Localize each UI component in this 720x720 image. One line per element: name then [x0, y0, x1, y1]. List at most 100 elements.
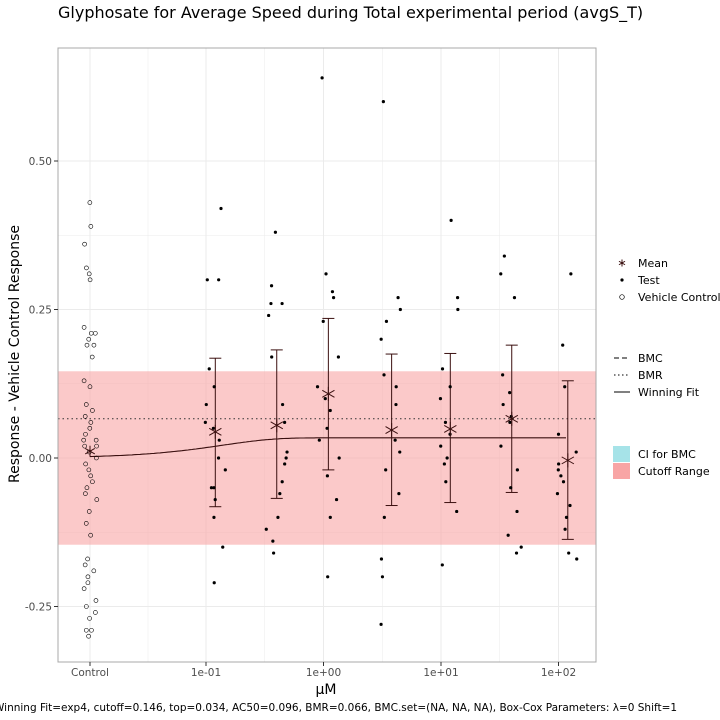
x-axis-title: µM [316, 682, 337, 698]
panel-background [58, 48, 596, 662]
test-point [328, 515, 332, 520]
mean-marker [322, 386, 335, 401]
test-point [320, 76, 324, 80]
test-point [396, 296, 400, 300]
test-point [561, 480, 566, 484]
test-point [323, 397, 327, 401]
test-point [515, 509, 519, 514]
test-point [270, 355, 274, 359]
vehicle-control-point [83, 491, 88, 496]
test-point [213, 497, 217, 502]
test-point [217, 278, 221, 282]
mean-marker [208, 424, 222, 439]
test-point [217, 438, 221, 442]
vehicle-control-point [87, 200, 93, 205]
vehicle-control-point [91, 568, 97, 574]
test-point [284, 456, 288, 460]
test-point [273, 230, 278, 234]
test-point [508, 391, 512, 395]
test-point [317, 438, 321, 442]
x-tick-label: Control [71, 667, 109, 679]
vehicle-control-point [83, 521, 89, 526]
test-point [439, 444, 443, 448]
test-point [444, 480, 448, 484]
vehicle-control-point [81, 586, 87, 591]
legend: Mean Test Vehicle Control BMC BMR Winning Fit… [613, 257, 720, 479]
vehicle-control-point [82, 443, 87, 449]
test-point [379, 622, 383, 626]
test-point [568, 503, 572, 508]
test-point [276, 515, 280, 520]
legend-label: CI for BMC [638, 448, 696, 461]
test-point [315, 385, 320, 389]
test-point [267, 313, 271, 318]
vehicle-control-point [84, 342, 90, 348]
test-point [212, 486, 216, 490]
test-point [501, 402, 505, 407]
test-point [502, 254, 506, 258]
test-point [515, 468, 519, 472]
test-point [445, 456, 449, 460]
legend-label: BMR [638, 369, 663, 382]
panel-border [57, 47, 597, 663]
test-point [280, 480, 284, 484]
test-point [325, 474, 330, 478]
test-point [285, 450, 289, 454]
test-point [508, 420, 512, 424]
test-point [337, 456, 341, 460]
vehicle-control-point [82, 414, 88, 419]
test-point [382, 515, 386, 520]
test-point [212, 581, 216, 585]
vehicle-control-point [81, 437, 87, 443]
legend-label: Test [637, 274, 660, 287]
test-point [283, 420, 287, 424]
vehicle-control-point [93, 598, 99, 603]
test-point [564, 515, 569, 520]
vehicle-control-point [86, 633, 91, 639]
test-point [455, 509, 459, 514]
legend-vehicle-control-icon [619, 294, 625, 300]
test-point [567, 551, 571, 555]
legend-label: Winning Fit [638, 386, 700, 399]
vehicle-control-point [82, 562, 88, 568]
test-point [212, 515, 216, 520]
test-point [561, 343, 565, 347]
test-point [398, 307, 402, 312]
test-point [501, 373, 505, 377]
vehicle-control-point [84, 604, 89, 609]
test-point [283, 462, 287, 466]
test-point [499, 444, 503, 448]
vehicle-control-point [87, 616, 92, 621]
vehicle-control-point [85, 556, 90, 562]
test-point [394, 385, 398, 389]
vehicle-control-point [83, 402, 89, 407]
test-point [219, 206, 223, 211]
vehicle-control-point [88, 224, 94, 229]
test-point [324, 272, 328, 276]
y-tick-label: 0.00 [29, 453, 52, 465]
test-point [223, 468, 227, 472]
test-point [442, 462, 446, 466]
test-point [325, 426, 329, 430]
test-point [204, 402, 208, 407]
vehicle-control-point [94, 497, 100, 502]
vehicle-control-point [86, 467, 92, 473]
vehicle-control-point [89, 354, 95, 360]
vehicle-control-point [83, 431, 88, 437]
test-point [216, 456, 221, 460]
x-tick-label: 1e+02 [541, 667, 576, 679]
test-point [326, 575, 330, 579]
test-point [221, 545, 225, 549]
test-point [456, 307, 460, 312]
test-point [440, 367, 445, 371]
legend-mean-icon [618, 259, 626, 267]
legend-label: Cutoff Range [638, 465, 710, 478]
test-point [264, 527, 268, 531]
x-tick-label: 1e+01 [423, 667, 458, 679]
test-point [397, 492, 401, 496]
x-tick-label: 1e-01 [191, 667, 221, 679]
test-point [269, 301, 273, 306]
test-point [379, 337, 383, 341]
test-point [574, 450, 578, 454]
